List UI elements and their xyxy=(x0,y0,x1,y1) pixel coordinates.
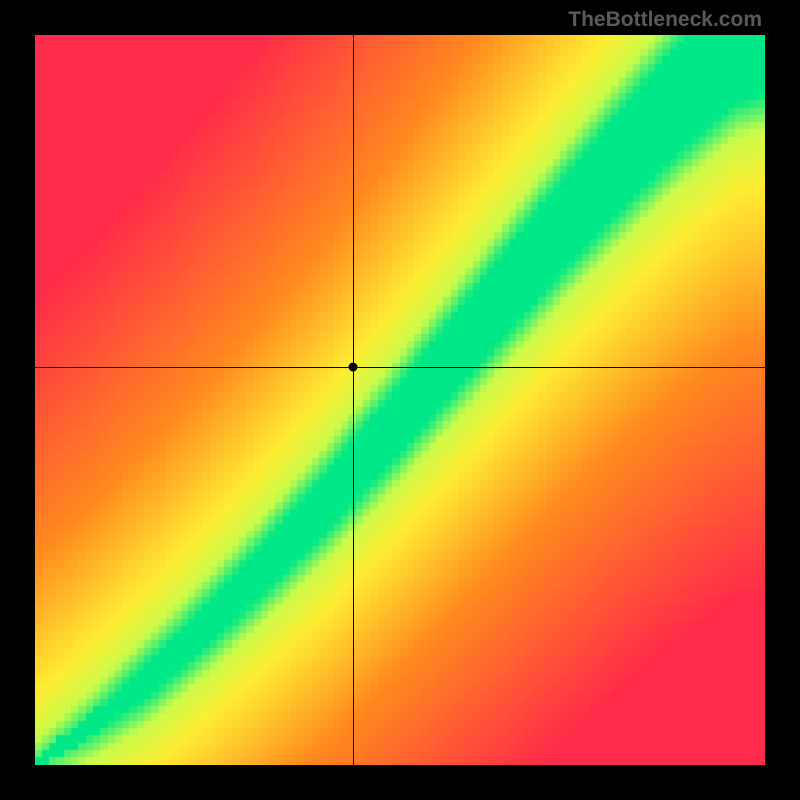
watermark-text: TheBottleneck.com xyxy=(568,8,762,32)
crosshair-horizontal xyxy=(35,367,765,368)
bottleneck-heatmap xyxy=(35,35,765,765)
crosshair-vertical xyxy=(353,35,354,765)
heatmap-canvas xyxy=(35,35,765,765)
selection-marker-dot xyxy=(348,363,357,372)
